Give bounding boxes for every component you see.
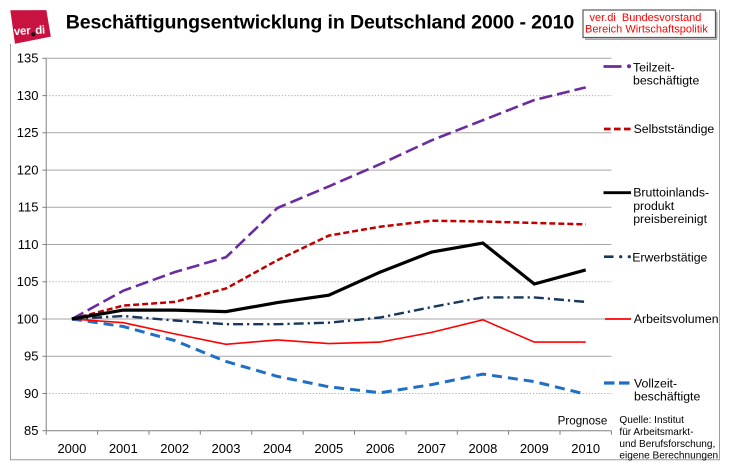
svg-text:ver: ver	[14, 25, 32, 38]
svg-text:90: 90	[24, 386, 38, 401]
svg-text:Selbstständige: Selbstständige	[634, 122, 715, 136]
svg-text:Prognose: Prognose	[558, 414, 608, 427]
svg-text:Bruttoinlands-: Bruttoinlands-	[633, 186, 709, 200]
svg-text:für Arbeitsmarkt-: für Arbeitsmarkt-	[619, 427, 693, 438]
svg-text:eigene Berechnungen: eigene Berechnungen	[619, 451, 718, 462]
svg-text:110: 110	[18, 237, 39, 252]
svg-text:preisbereinigt: preisbereinigt	[633, 212, 707, 226]
svg-text:Beschäftigungsentwicklung in D: Beschäftigungsentwicklung in Deutschland…	[66, 12, 575, 34]
svg-text:2009: 2009	[520, 441, 549, 456]
svg-text:2007: 2007	[417, 441, 446, 456]
svg-text:2005: 2005	[314, 441, 343, 456]
svg-text:beschäftigte: beschäftigte	[633, 74, 699, 88]
svg-text:130: 130	[17, 88, 39, 103]
svg-text:125: 125	[17, 125, 39, 140]
svg-text:und Berufsforschung,: und Berufsforschung,	[619, 439, 715, 450]
svg-text:Teilzeit-: Teilzeit-	[633, 60, 675, 74]
svg-text:2001: 2001	[109, 441, 138, 456]
svg-text:100: 100	[17, 311, 39, 326]
svg-text:2004: 2004	[263, 441, 292, 456]
svg-text:Quelle: Institut: Quelle: Institut	[619, 415, 684, 426]
svg-text:120: 120	[17, 162, 39, 177]
svg-text:produkt: produkt	[633, 199, 675, 213]
svg-text:di: di	[35, 24, 45, 37]
svg-text:85: 85	[24, 423, 38, 438]
svg-text:2003: 2003	[212, 441, 241, 456]
svg-text:105: 105	[17, 274, 39, 289]
svg-text:beschäftigte: beschäftigte	[634, 390, 700, 404]
svg-text:Bereich Wirtschaftspolitik: Bereich Wirtschaftspolitik	[585, 24, 708, 36]
svg-text:95: 95	[24, 349, 38, 364]
svg-text:ver.di Bundesvorstand: ver.di Bundesvorstand	[590, 12, 702, 24]
svg-text:135: 135	[17, 51, 39, 66]
svg-text:Arbeitsvolumen: Arbeitsvolumen	[634, 312, 719, 326]
svg-text:Vollzeit-: Vollzeit-	[634, 377, 677, 391]
svg-text:115: 115	[18, 200, 39, 215]
svg-text:2002: 2002	[160, 441, 189, 456]
svg-text:2010: 2010	[571, 441, 600, 456]
svg-text:2008: 2008	[468, 441, 497, 456]
svg-text:2006: 2006	[366, 441, 395, 456]
svg-text:Erwerbstätige: Erwerbstätige	[632, 251, 707, 265]
svg-text:2000: 2000	[57, 441, 86, 456]
